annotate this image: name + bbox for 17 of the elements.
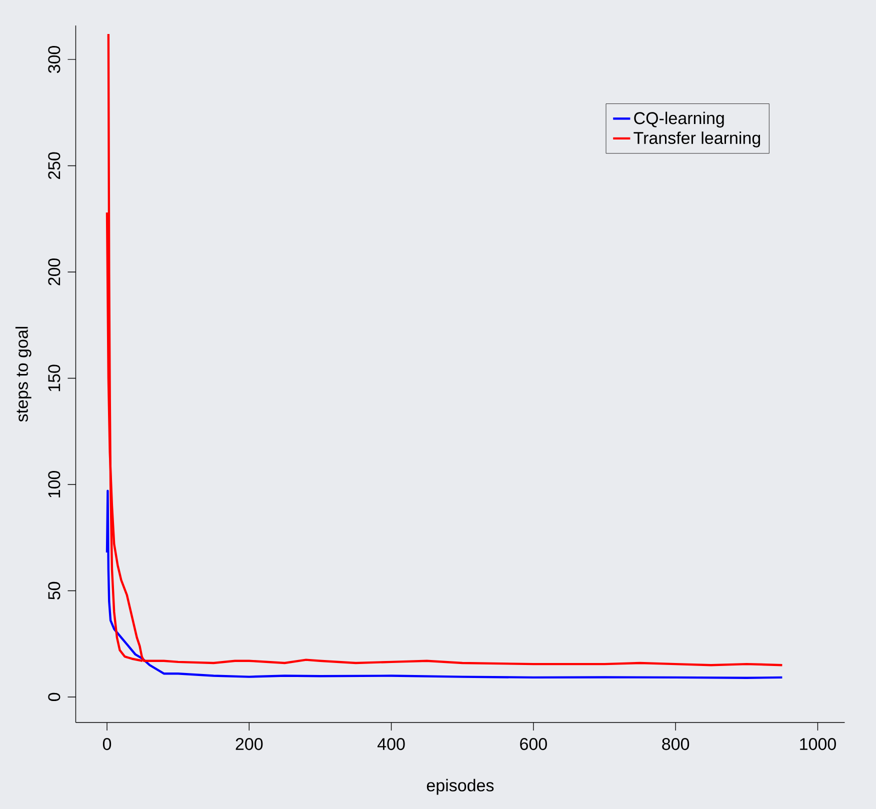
y-tick-label: 300	[48, 46, 60, 73]
legend-label: Transfer learning	[634, 132, 760, 148]
y-tick-label: 50	[48, 582, 60, 600]
x-tick-label: 400	[378, 738, 405, 750]
y-tick-label: 250	[48, 152, 60, 180]
x-tick-label: 0	[102, 738, 112, 750]
y-tick-label: 150	[48, 364, 60, 392]
legend-label: CQ-learning	[634, 112, 724, 128]
x-axis-title: episodes	[426, 778, 494, 795]
y-tick-label: 200	[48, 258, 60, 286]
y-tick-label: 100	[48, 470, 60, 498]
y-axis-title: steps to goal	[15, 326, 32, 422]
x-tick-label: 800	[662, 738, 690, 750]
x-tick-label: 200	[236, 738, 263, 750]
x-tick-label: 600	[520, 738, 547, 750]
y-tick-label: 0	[48, 692, 60, 702]
x-tick-label: 1000	[800, 738, 836, 750]
